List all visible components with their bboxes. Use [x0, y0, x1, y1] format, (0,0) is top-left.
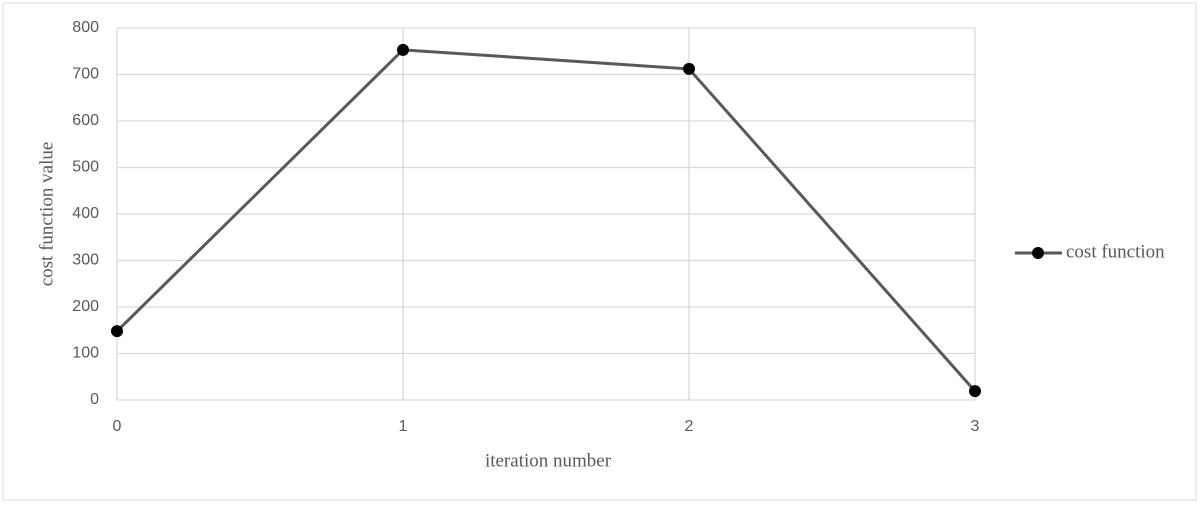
y-tick-label: 200: [72, 298, 99, 315]
x-tick-label: 3: [971, 418, 980, 435]
legend-label: cost function: [1066, 241, 1165, 262]
data-point: [969, 385, 981, 398]
x-tick-label: 1: [399, 418, 408, 435]
y-tick-label: 500: [72, 159, 99, 176]
y-tick-label: 400: [72, 205, 99, 222]
y-axis-title: cost function value: [36, 142, 57, 287]
x-tick-label: 0: [113, 418, 122, 435]
y-tick-label: 700: [72, 66, 99, 83]
y-tick-label: 300: [72, 252, 99, 269]
y-tick-label: 800: [72, 19, 99, 36]
x-tick-label: 2: [685, 418, 694, 435]
y-tick-label: 600: [72, 112, 99, 129]
x-axis-title: iteration number: [485, 450, 612, 471]
data-point: [397, 43, 409, 56]
data-point: [111, 325, 123, 338]
legend-marker: [1032, 247, 1044, 259]
series-line: [115, 48, 977, 393]
y-tick-label: 0: [90, 391, 99, 408]
y-tick-label: 100: [72, 345, 99, 362]
data-point: [683, 62, 695, 75]
